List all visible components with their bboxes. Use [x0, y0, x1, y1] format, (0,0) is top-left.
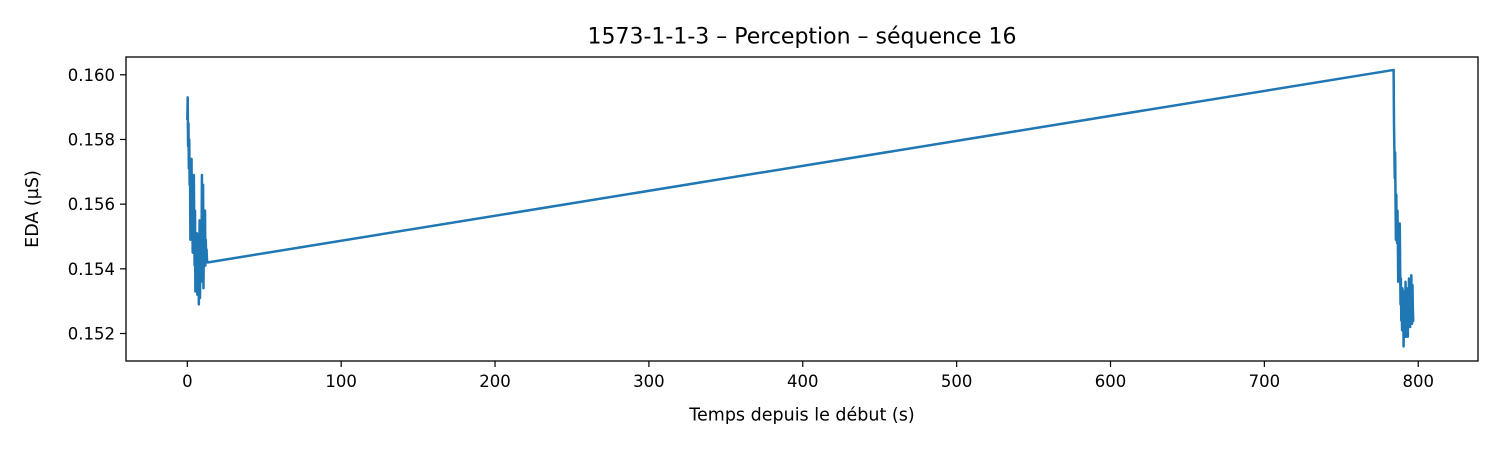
chart-title: 1573-1-1-3 – Perception – séquence 16: [587, 25, 1016, 50]
x-tick-label: 500: [941, 372, 973, 391]
plot-frame: [125, 56, 1479, 362]
x-tick-label: 300: [633, 372, 665, 391]
y-axis-label: EDA (µS): [23, 170, 43, 248]
axis-ticks: 0 100 200 300 400 500 600 700 800 0.152 0.154 0.156…: [68, 66, 1434, 391]
x-tick-label: 800: [1402, 372, 1434, 391]
y-tick-label: 0.152: [68, 325, 115, 344]
y-tick-label: 0.160: [68, 66, 115, 85]
y-tick-label: 0.154: [68, 260, 115, 279]
y-tick-label: 0.156: [68, 195, 115, 214]
series-line-eda: [186, 68, 1416, 348]
x-tick-label: 100: [325, 372, 357, 391]
x-axis-label: Temps depuis le début (s): [688, 406, 914, 426]
x-tick-label: 0: [182, 372, 193, 391]
x-tick-label: 600: [1095, 372, 1127, 391]
x-tick-label: 400: [787, 372, 819, 391]
y-tick-label: 0.158: [68, 130, 115, 149]
x-tick-label: 200: [479, 372, 511, 391]
x-tick-label: 700: [1249, 372, 1281, 391]
